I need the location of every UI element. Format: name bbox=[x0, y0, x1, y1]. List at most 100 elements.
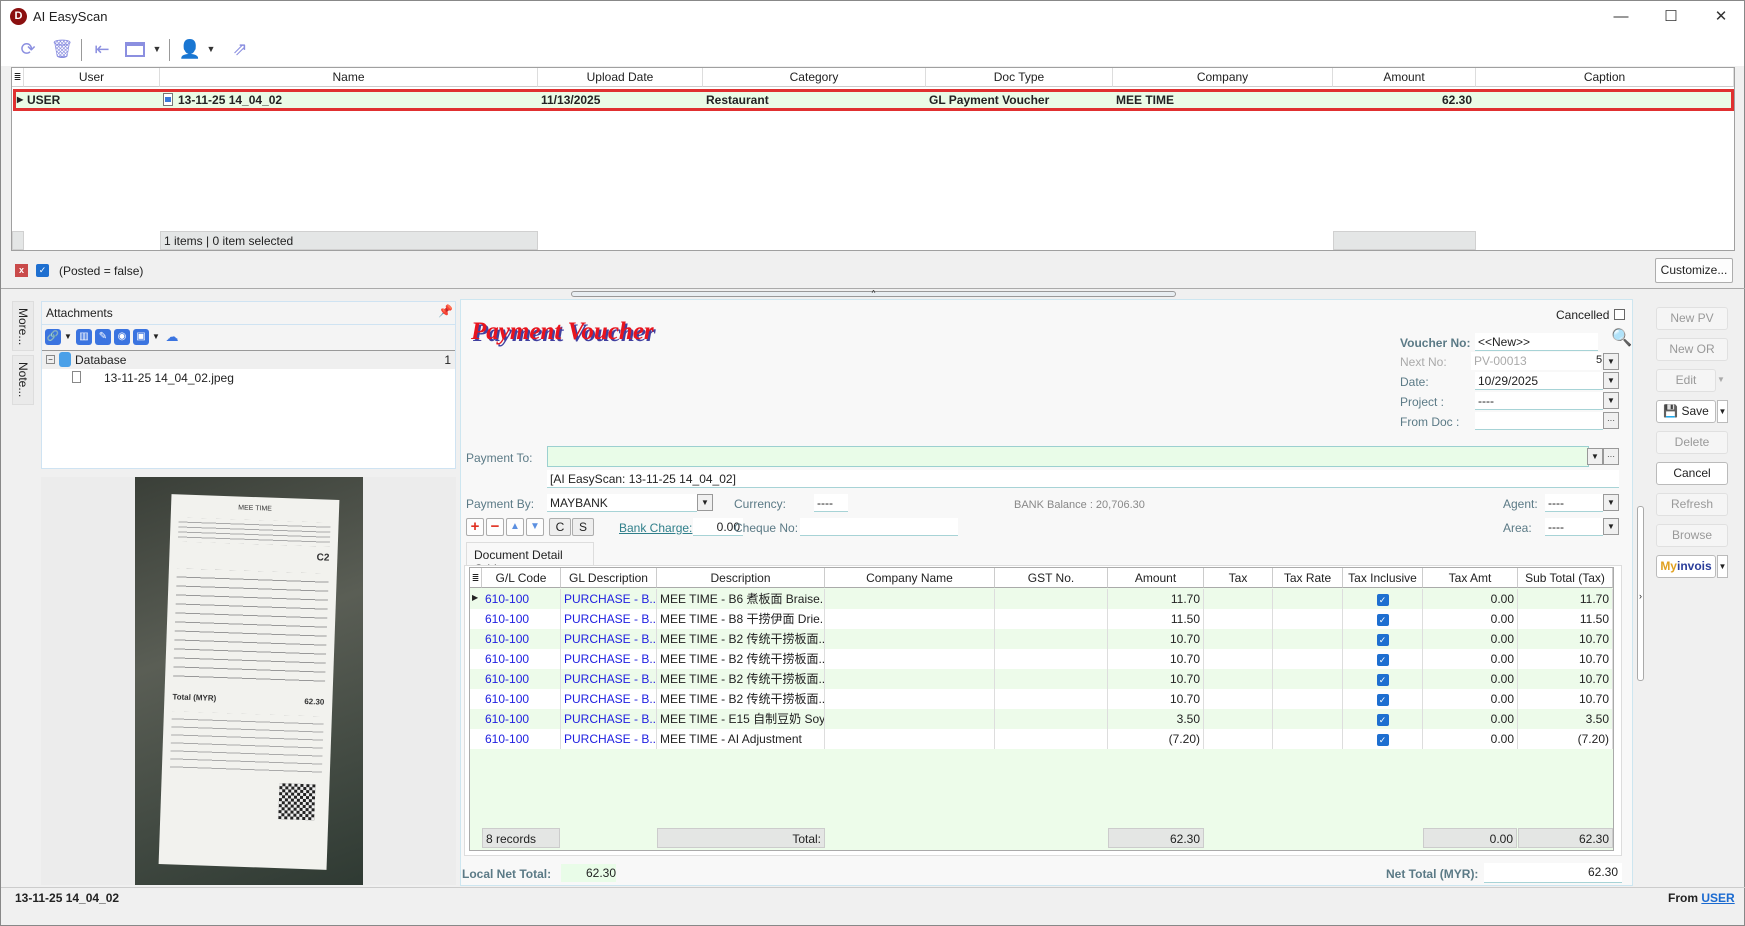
column-header-gst-no[interactable]: GST No. bbox=[995, 568, 1108, 588]
date-dropdown[interactable]: ▼ bbox=[1603, 372, 1619, 389]
browse-button[interactable]: Browse bbox=[1656, 524, 1728, 547]
column-header-tax-rate[interactable]: Tax Rate bbox=[1273, 568, 1343, 588]
cell-tax-inclusive[interactable]: ✓ bbox=[1343, 709, 1423, 729]
payment-by-field[interactable]: MAYBANK bbox=[547, 494, 697, 512]
delete-icon[interactable]: 🗑 bbox=[50, 39, 74, 59]
column-header-name[interactable]: Name bbox=[160, 68, 538, 87]
cell-tax-inclusive[interactable]: ✓ bbox=[1343, 729, 1423, 749]
column-header-caption[interactable]: Caption bbox=[1476, 68, 1734, 87]
cell-tax-inclusive[interactable]: ✓ bbox=[1343, 589, 1423, 609]
layout-dropdown-icon[interactable]: ▼ bbox=[152, 44, 162, 54]
delete-button[interactable]: Delete bbox=[1656, 431, 1728, 454]
column-header-tax-inclusive[interactable]: Tax Inclusive bbox=[1343, 568, 1423, 588]
expand-arrow-icon[interactable]: › bbox=[1639, 591, 1642, 601]
column-header-gl-code[interactable]: G/L Code bbox=[482, 568, 561, 588]
splitter-handle[interactable]: ^ bbox=[571, 290, 1176, 298]
area-dropdown[interactable]: ▼ bbox=[1603, 518, 1619, 535]
user-dropdown-icon[interactable]: ▼ bbox=[206, 44, 216, 54]
delete-attachment-icon[interactable]: ▥ bbox=[76, 329, 92, 345]
cell-tax-inclusive[interactable]: ✓ bbox=[1343, 689, 1423, 709]
customize-button[interactable]: Customize... bbox=[1655, 258, 1733, 283]
bank-charge-field[interactable]: 0.00 bbox=[693, 518, 743, 536]
tab-document-detail-grid[interactable]: Document Detail Grid bbox=[466, 542, 594, 576]
table-row[interactable]: 610-100 PURCHASE - B... MEE TIME - B2 传统干捞… bbox=[470, 689, 1613, 709]
preview-eye-icon[interactable]: ◉ bbox=[114, 329, 130, 345]
cell-tax-inclusive[interactable]: ✓ bbox=[1343, 669, 1423, 689]
column-header-description[interactable]: Description bbox=[657, 568, 825, 588]
filter-enabled-checkbox[interactable]: ✓ bbox=[36, 264, 49, 277]
vertical-scrollbar[interactable] bbox=[1637, 506, 1644, 681]
cancel-button[interactable]: Cancel bbox=[1656, 462, 1728, 485]
document-list-grid[interactable]: ≣ User Name Upload Date Category Doc Typ… bbox=[11, 67, 1735, 251]
column-header-category[interactable]: Category bbox=[703, 68, 926, 87]
save-dropdown-icon[interactable]: ▼ bbox=[1717, 400, 1728, 423]
payment-by-dropdown[interactable]: ▼ bbox=[697, 494, 713, 511]
save-dropdown-icon[interactable]: ▼ bbox=[152, 332, 160, 341]
collapse-panel-icon[interactable]: ⇤ bbox=[94, 39, 110, 59]
from-doc-browse-button[interactable]: ··· bbox=[1603, 412, 1619, 429]
collapse-icon[interactable]: − bbox=[46, 355, 55, 364]
table-row[interactable]: 610-100 PURCHASE - B... MEE TIME - AI Adju… bbox=[470, 729, 1613, 749]
column-chooser-icon[interactable]: ≣ bbox=[12, 68, 24, 87]
cell-tax-inclusive[interactable]: ✓ bbox=[1343, 629, 1423, 649]
side-tab-more[interactable]: More... bbox=[12, 301, 34, 351]
s-button[interactable]: S bbox=[572, 518, 594, 536]
new-or-button[interactable]: New OR bbox=[1656, 338, 1728, 361]
layout-icon[interactable] bbox=[123, 38, 147, 60]
payment-to-browse-button[interactable]: ··· bbox=[1603, 448, 1619, 465]
voucher-no-field[interactable]: <<New>> bbox=[1475, 333, 1598, 351]
payment-to-field[interactable] bbox=[547, 446, 1589, 467]
column-header-amount[interactable]: Amount bbox=[1108, 568, 1204, 588]
table-row[interactable]: 610-100 PURCHASE - B... MEE TIME - B2 传统干捞… bbox=[470, 629, 1613, 649]
tax-inclusive-checkbox[interactable]: ✓ bbox=[1376, 594, 1389, 606]
maximize-button[interactable]: ☐ bbox=[1664, 8, 1678, 25]
next-no-dropdown[interactable]: ▼ bbox=[1603, 353, 1619, 370]
tax-inclusive-checkbox[interactable]: ✓ bbox=[1376, 714, 1389, 726]
currency-field[interactable]: ---- bbox=[814, 494, 848, 512]
column-header-amount[interactable]: Amount bbox=[1333, 68, 1476, 87]
side-tab-note[interactable]: Note... bbox=[12, 355, 34, 405]
project-field[interactable]: ---- bbox=[1475, 392, 1603, 410]
tax-inclusive-checkbox[interactable]: ✓ bbox=[1376, 734, 1389, 746]
column-header-doc-type[interactable]: Doc Type bbox=[926, 68, 1113, 87]
cell-tax-inclusive[interactable]: ✓ bbox=[1343, 649, 1423, 669]
cell-tax-inclusive[interactable]: ✓ bbox=[1343, 609, 1423, 629]
cloud-upload-icon[interactable]: ☁ bbox=[165, 329, 179, 344]
table-row[interactable]: ▶ 610-100 PURCHASE - B... MEE TIME - B6 煮板面… bbox=[470, 589, 1613, 609]
tax-inclusive-checkbox[interactable]: ✓ bbox=[1376, 674, 1389, 686]
user-icon[interactable]: 👤 bbox=[178, 39, 202, 59]
export-icon[interactable]: ⇗ bbox=[232, 39, 248, 59]
remove-row-button[interactable]: − bbox=[486, 518, 504, 536]
column-header-tax[interactable]: Tax bbox=[1204, 568, 1273, 588]
date-field[interactable]: 10/29/2025 bbox=[1475, 372, 1603, 390]
from-doc-field[interactable] bbox=[1475, 412, 1603, 430]
move-down-button[interactable]: ▼ bbox=[526, 518, 544, 536]
table-row[interactable]: 610-100 PURCHASE - B... MEE TIME - E15 自制豆… bbox=[470, 709, 1613, 729]
column-header-gl-description[interactable]: GL Description bbox=[561, 568, 657, 588]
project-dropdown[interactable]: ▼ bbox=[1603, 392, 1619, 409]
column-header-company[interactable]: Company bbox=[1113, 68, 1333, 87]
payment-to-dropdown[interactable]: ▼ bbox=[1587, 448, 1603, 465]
column-header-company-name[interactable]: Company Name bbox=[825, 568, 995, 588]
agent-field[interactable]: ---- bbox=[1545, 494, 1603, 512]
save-button[interactable]: 💾 Save bbox=[1656, 400, 1716, 423]
tax-inclusive-checkbox[interactable]: ✓ bbox=[1376, 654, 1389, 666]
myinvois-button[interactable]: Myinvois bbox=[1656, 555, 1716, 578]
myinvois-dropdown-icon[interactable]: ▼ bbox=[1717, 555, 1728, 578]
add-row-button[interactable]: + bbox=[466, 518, 484, 536]
tax-inclusive-checkbox[interactable]: ✓ bbox=[1376, 694, 1389, 706]
column-header-upload-date[interactable]: Upload Date bbox=[538, 68, 703, 87]
pin-icon[interactable]: 📌 bbox=[438, 304, 453, 318]
table-row[interactable]: 610-100 PURCHASE - B... MEE TIME - B8 干捞伊面… bbox=[470, 609, 1613, 629]
clear-filter-icon[interactable]: x bbox=[15, 264, 28, 277]
tax-inclusive-checkbox[interactable]: ✓ bbox=[1376, 634, 1389, 646]
close-button[interactable]: ✕ bbox=[1714, 8, 1728, 25]
agent-dropdown[interactable]: ▼ bbox=[1603, 494, 1619, 511]
column-header-user[interactable]: User bbox=[24, 68, 160, 87]
cheque-no-field[interactable] bbox=[800, 518, 958, 536]
area-field[interactable]: ---- bbox=[1545, 518, 1603, 536]
minimize-button[interactable]: — bbox=[1613, 8, 1629, 25]
refresh-button[interactable]: Refresh bbox=[1656, 493, 1728, 516]
filter-text[interactable]: (Posted = false) bbox=[59, 264, 144, 278]
tree-group-database[interactable]: − Database 1 bbox=[42, 351, 455, 369]
